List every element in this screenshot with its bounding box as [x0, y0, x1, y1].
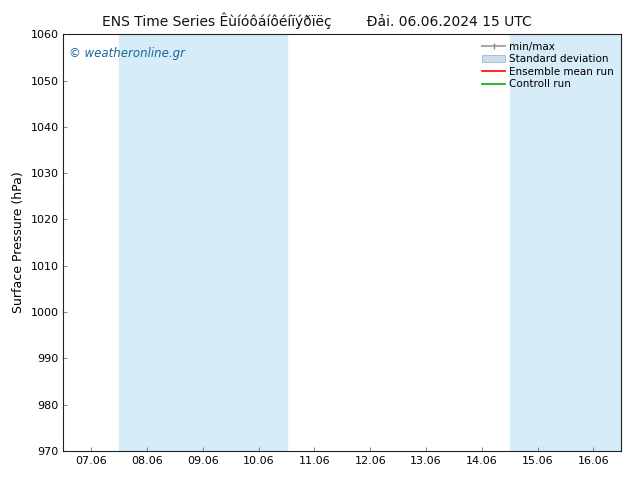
Legend: min/max, Standard deviation, Ensemble mean run, Controll run: min/max, Standard deviation, Ensemble me…	[480, 40, 616, 92]
Bar	[510, 34, 634, 451]
Bar	[119, 34, 287, 451]
Text: © weatheronline.gr: © weatheronline.gr	[69, 47, 185, 60]
Text: ENS Time Series Êùíóôáíôéíïýðïëç        Đải. 06.06.2024 15 UTC: ENS Time Series Êùíóôáíôéíïýðïëç Đải. 06…	[102, 12, 532, 29]
Y-axis label: Surface Pressure (hPa): Surface Pressure (hPa)	[12, 172, 25, 314]
